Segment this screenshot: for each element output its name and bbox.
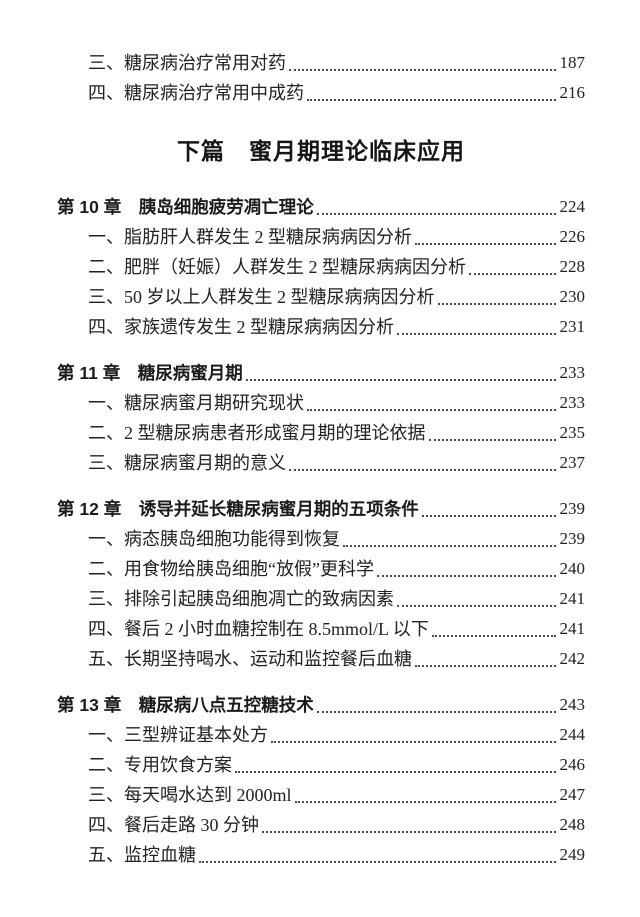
page-number: 230 [559, 287, 586, 306]
dot-leader [469, 273, 556, 275]
dot-leader [294, 801, 556, 803]
toc-entry: 五、长期坚持喝水、运动和监控餐后血糖 242 [57, 644, 585, 674]
page-number: 239 [559, 499, 586, 518]
dot-leader [397, 333, 556, 335]
dot-leader [307, 409, 556, 411]
dot-leader [376, 575, 556, 577]
toc-chapter-entry: 第 12 章 诱导并延长糖尿病蜜月期的五项条件 239 [57, 494, 585, 524]
page-number: 231 [559, 317, 586, 336]
page-number: 243 [559, 695, 586, 714]
toc-entry-label: 三、每天喝水达到 2000ml [88, 785, 292, 805]
toc-chapter-entry: 第 10 章 胰岛细胞疲劳凋亡理论 224 [57, 192, 585, 222]
toc-entry: 四、糖尿病治疗常用中成药 216 [57, 78, 585, 108]
dot-leader [421, 515, 556, 517]
page-number: 228 [559, 257, 586, 276]
toc-entry-label: 一、糖尿病蜜月期研究现状 [88, 393, 304, 413]
dot-leader [235, 771, 556, 773]
toc-chapter-label: 第 13 章 糖尿病八点五控糖技术 [57, 695, 314, 715]
dot-leader [343, 545, 556, 547]
page-number: 241 [559, 589, 586, 608]
page-number: 237 [559, 453, 586, 472]
dot-leader [245, 379, 556, 381]
toc-entry-label: 二、肥胖（妊娠）人群发生 2 型糖尿病病因分析 [88, 257, 466, 277]
dot-leader [428, 439, 556, 441]
dot-leader [289, 69, 556, 71]
page-number: 249 [559, 845, 586, 864]
toc-chapter-entry: 第 13 章 糖尿病八点五控糖技术 243 [57, 690, 585, 720]
page-number: 233 [559, 393, 586, 412]
page-number: 240 [559, 559, 586, 578]
page-number: 248 [559, 815, 586, 834]
page-number: 246 [559, 755, 586, 774]
dot-leader [415, 243, 556, 245]
toc-entry: 五、监控血糖 249 [57, 840, 585, 870]
chapter-group-11: 第 11 章 糖尿病蜜月期 233 一、糖尿病蜜月期研究现状 233 二、2 型… [57, 358, 585, 478]
chapter-group-12: 第 12 章 诱导并延长糖尿病蜜月期的五项条件 239 一、病态胰岛细胞功能得到… [57, 494, 585, 674]
toc-entry: 一、糖尿病蜜月期研究现状 233 [57, 388, 585, 418]
toc-entry: 三、50 岁以上人群发生 2 型糖尿病病因分析 230 [57, 282, 585, 312]
page-number: 226 [559, 227, 586, 246]
toc-leading-entries: 三、糖尿病治疗常用对药 187 四、糖尿病治疗常用中成药 216 [57, 48, 585, 108]
page-number: 244 [559, 725, 586, 744]
dot-leader [262, 831, 556, 833]
page-number: 233 [559, 363, 586, 382]
toc-entry-label: 四、糖尿病治疗常用中成药 [88, 83, 304, 103]
dot-leader [397, 605, 556, 607]
toc-chapter-label: 第 10 章 胰岛细胞疲劳凋亡理论 [57, 197, 314, 217]
page-number: 247 [559, 785, 586, 804]
page-number: 241 [559, 619, 586, 638]
toc-entry: 三、糖尿病蜜月期的意义 237 [57, 448, 585, 478]
dot-leader [316, 213, 556, 215]
toc-entry-label: 一、三型辨证基本处方 [88, 725, 268, 745]
dot-leader [307, 99, 556, 101]
toc-entry: 二、肥胖（妊娠）人群发生 2 型糖尿病病因分析 228 [57, 252, 585, 282]
toc-chapter-label: 第 11 章 糖尿病蜜月期 [57, 363, 243, 383]
toc-entry: 四、餐后走路 30 分钟 248 [57, 810, 585, 840]
toc-entry-label: 三、糖尿病治疗常用对药 [88, 53, 286, 73]
toc-entry: 二、专用饮食方案 246 [57, 750, 585, 780]
page-number: 235 [559, 423, 586, 442]
dot-leader [437, 303, 556, 305]
dot-leader [431, 635, 556, 637]
toc-entry-label: 二、用食物给胰岛细胞“放假”更科学 [88, 559, 374, 579]
toc-entry: 二、2 型糖尿病患者形成蜜月期的理论依据 235 [57, 418, 585, 448]
page-number: 216 [559, 83, 586, 102]
dot-leader [271, 741, 556, 743]
toc-entry: 三、排除引起胰岛细胞凋亡的致病因素 241 [57, 584, 585, 614]
toc-entry-label: 四、家族遗传发生 2 型糖尿病病因分析 [88, 317, 394, 337]
chapter-group-10: 第 10 章 胰岛细胞疲劳凋亡理论 224 一、脂肪肝人群发生 2 型糖尿病病因… [57, 192, 585, 342]
toc-entry-label: 一、脂肪肝人群发生 2 型糖尿病病因分析 [88, 227, 412, 247]
toc-chapter-label: 第 12 章 诱导并延长糖尿病蜜月期的五项条件 [57, 499, 419, 519]
toc-entry: 四、家族遗传发生 2 型糖尿病病因分析 231 [57, 312, 585, 342]
toc-entry-label: 五、监控血糖 [88, 845, 196, 865]
dot-leader [316, 711, 556, 713]
toc-entry-label: 四、餐后 2 小时血糖控制在 8.5mmol/L 以下 [88, 619, 429, 639]
toc-entry-label: 二、2 型糖尿病患者形成蜜月期的理论依据 [88, 423, 426, 443]
page-number: 242 [559, 649, 586, 668]
toc-entry: 一、病态胰岛细胞功能得到恢复 239 [57, 524, 585, 554]
dot-leader [289, 469, 556, 471]
toc-entry: 三、糖尿病治疗常用对药 187 [57, 48, 585, 78]
toc-entry: 三、每天喝水达到 2000ml 247 [57, 780, 585, 810]
toc-entry-label: 三、50 岁以上人群发生 2 型糖尿病病因分析 [88, 287, 435, 307]
chapter-group-13: 第 13 章 糖尿病八点五控糖技术 243 一、三型辨证基本处方 244 二、专… [57, 690, 585, 870]
dot-leader [199, 861, 556, 863]
toc-entry-label: 五、长期坚持喝水、运动和监控餐后血糖 [88, 649, 412, 669]
page-number: 224 [559, 197, 586, 216]
toc-entry: 一、三型辨证基本处方 244 [57, 720, 585, 750]
toc-entry: 二、用食物给胰岛细胞“放假”更科学 240 [57, 554, 585, 584]
dot-leader [415, 665, 556, 667]
toc-entry-label: 一、病态胰岛细胞功能得到恢复 [88, 529, 340, 549]
toc-entry-label: 四、餐后走路 30 分钟 [88, 815, 259, 835]
part-title: 下篇 蜜月期理论临床应用 [177, 138, 465, 164]
toc-entry: 四、餐后 2 小时血糖控制在 8.5mmol/L 以下 241 [57, 614, 585, 644]
page-number: 239 [559, 529, 586, 548]
toc-entry-label: 三、排除引起胰岛细胞凋亡的致病因素 [88, 589, 394, 609]
toc-entry-label: 三、糖尿病蜜月期的意义 [88, 453, 286, 473]
toc-entry: 一、脂肪肝人群发生 2 型糖尿病病因分析 226 [57, 222, 585, 252]
page-number: 187 [559, 53, 586, 72]
toc-entry-label: 二、专用饮食方案 [88, 755, 232, 775]
toc-chapter-entry: 第 11 章 糖尿病蜜月期 233 [57, 358, 585, 388]
